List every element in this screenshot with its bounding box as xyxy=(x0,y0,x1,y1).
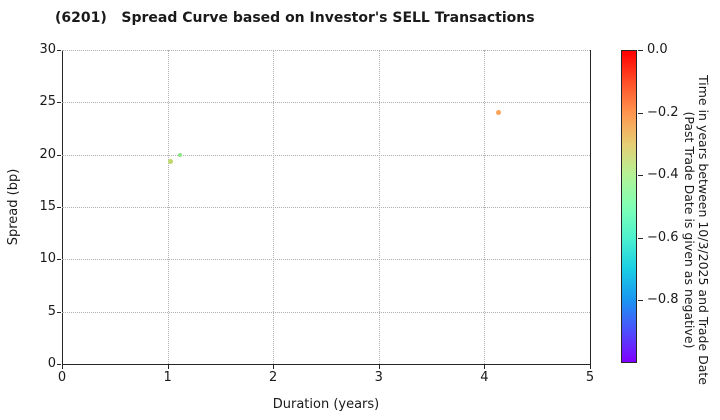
gridline-y xyxy=(62,154,590,156)
gridline-y xyxy=(62,207,590,208)
x-tick xyxy=(167,365,169,369)
y-tick-label: 5 xyxy=(47,303,56,319)
y-tick xyxy=(57,207,61,208)
x-tick-label: 2 xyxy=(269,370,278,385)
x-tick-label: 5 xyxy=(585,370,595,385)
colorbar-tick xyxy=(638,112,643,114)
scatter-point xyxy=(178,152,183,157)
colorbar-tick-label: −0.2 xyxy=(647,104,679,120)
y-tick xyxy=(57,154,61,156)
y-tick xyxy=(57,102,61,104)
colorbar xyxy=(621,50,637,363)
colorbar-tick-label: 0.0 xyxy=(647,42,668,57)
colorbar-tick-label: −0.6 xyxy=(647,229,679,245)
colorbar-tick xyxy=(638,50,643,51)
y-tick-label: 10 xyxy=(39,251,56,267)
colorbar-tick-label: −0.8 xyxy=(647,292,679,308)
scatter-point xyxy=(495,110,501,116)
y-tick xyxy=(57,311,61,313)
y-tick xyxy=(57,259,61,261)
y-tick-label: 15 xyxy=(39,199,56,214)
colorbar-tick xyxy=(638,237,643,239)
gridline-y xyxy=(62,50,590,51)
x-tick xyxy=(62,365,63,369)
colorbar-tick xyxy=(638,300,643,302)
x-tick-label: 4 xyxy=(480,370,489,385)
y-tick-label: 0 xyxy=(47,356,56,371)
gridline-y xyxy=(62,311,590,313)
y-tick-label: 25 xyxy=(39,94,56,110)
y-tick xyxy=(57,50,61,51)
x-axis-label: Duration (years) xyxy=(272,397,380,412)
colorbar-label-line1: Time in years between 10/3/2025 and Trad… xyxy=(696,75,711,385)
y-tick xyxy=(57,364,61,365)
chart-title: (6201) Spread Curve based on Investor's … xyxy=(55,10,535,26)
scatter-point xyxy=(168,159,174,165)
gridline-y xyxy=(62,102,590,104)
y-tick-label: 30 xyxy=(39,42,56,57)
x-tick-label: 3 xyxy=(374,370,383,385)
x-tick xyxy=(378,365,380,369)
colorbar-label: Time in years between 10/3/2025 and Trad… xyxy=(682,55,711,405)
x-tick xyxy=(273,365,275,369)
x-tick-label: 1 xyxy=(163,370,172,385)
colorbar-tick-label: −0.4 xyxy=(647,167,679,183)
y-tick-label: 20 xyxy=(39,146,56,162)
colorbar-tick xyxy=(638,175,643,177)
colorbar-label-line2: (Past Trade Date is given as negative) xyxy=(682,111,697,349)
gridline-y xyxy=(62,259,590,261)
x-tick xyxy=(484,365,486,369)
x-tick-label: 0 xyxy=(57,370,67,385)
x-tick xyxy=(590,365,591,369)
